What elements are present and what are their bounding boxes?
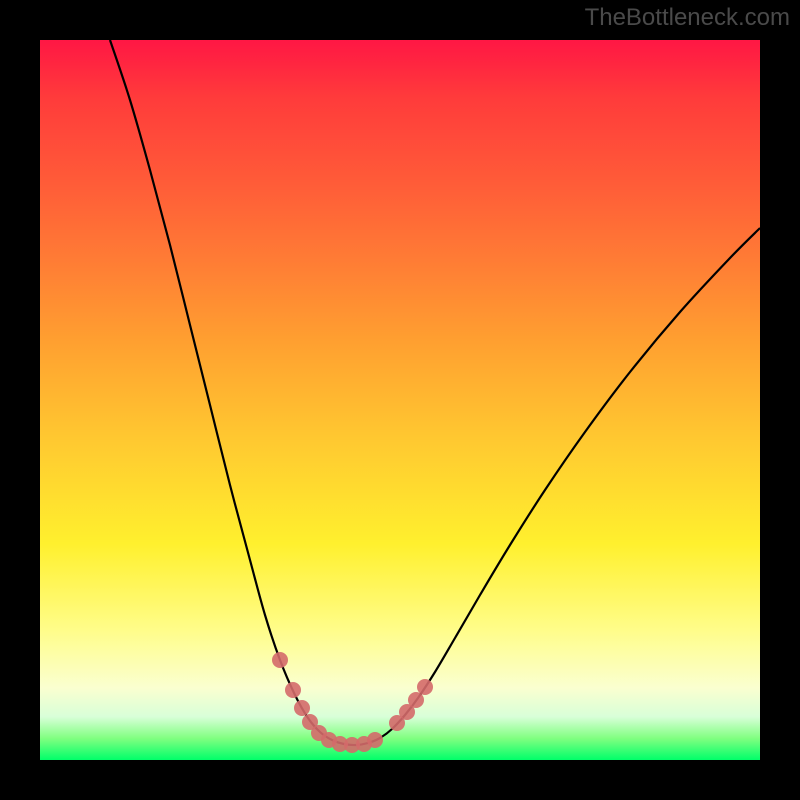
markers-group: [272, 652, 433, 753]
watermark-text: TheBottleneck.com: [585, 4, 790, 32]
marker-dot: [294, 700, 310, 716]
plot-area: [40, 40, 760, 760]
marker-dot: [285, 682, 301, 698]
bottleneck-curve: [110, 40, 760, 745]
marker-dot: [408, 692, 424, 708]
marker-dot: [272, 652, 288, 668]
chart-svg: [40, 40, 760, 760]
marker-dot: [367, 732, 383, 748]
marker-dot: [417, 679, 433, 695]
